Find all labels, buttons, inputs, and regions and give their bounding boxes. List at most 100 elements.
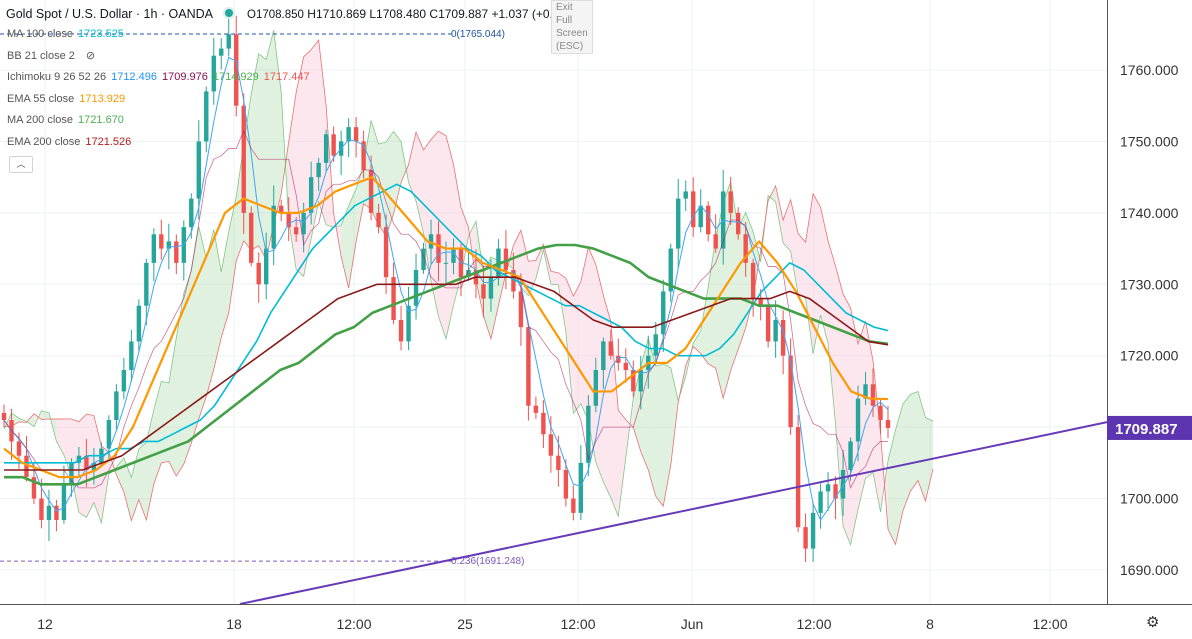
chart-grid [0,0,1107,604]
hidden-eye-icon[interactable]: ⊘ [82,49,96,62]
cloud-segment [708,238,716,369]
cloud-segment [258,53,267,260]
cloud-segment [565,278,574,414]
time-tick-label: Jun [681,616,704,632]
cloud-segment [341,206,349,289]
candle-body [346,127,351,142]
candle-body [638,370,643,392]
cloud-segment [790,199,799,295]
candle-body [391,277,396,320]
candle-body [533,405,539,413]
cloud-segment [550,271,559,285]
candle-body [443,262,449,264]
cloud-segment [153,381,162,484]
candle-body [189,198,194,228]
candle-body [69,462,74,485]
candle-body [301,212,306,235]
ohlc-high: H1710.869 [307,7,366,21]
cloud-segment [296,56,304,277]
cloud-segment [408,132,417,202]
candle-body [488,277,494,299]
time-tick-label: 12:00 [1032,616,1067,632]
indicator-row[interactable]: EMA 200 close 1721.526 [7,132,131,153]
candle-body [885,420,891,428]
price-tick-label: 1690.000 [1120,562,1179,578]
cloud-segment [475,221,484,316]
indicator-row[interactable]: MA 200 close 1721.670 [7,110,124,131]
cloud-segment [138,442,147,520]
cloud-segment [610,321,619,517]
candle-body [683,191,688,199]
candle-body [803,527,808,549]
collapse-legend-button[interactable]: ︿ [9,156,33,173]
candle-body [706,205,711,235]
price-tick-label: 1740.000 [1120,205,1179,221]
candle-body [316,162,321,178]
candle-body [136,305,142,342]
candle-body [84,455,89,470]
cloud-segment [161,381,169,463]
candle-body [601,341,606,370]
symbol-title[interactable]: Gold Spot / U.S. Dollar · 1h · OANDA [6,7,214,21]
last-price-label: 1709.887 [1115,421,1178,438]
candle-body [863,384,868,399]
price-tick-label: 1760.000 [1120,62,1179,78]
ichimoku-kijun-line [3,129,888,490]
indicator-value: 1721.526 [85,135,132,148]
cloud-segment [670,367,679,466]
candle-body [421,248,426,270]
exit-fullscreen-button[interactable]: Exit Full Screen (ESC) [551,0,593,54]
candle-body [1,412,7,420]
candle-body [571,498,576,513]
candle-body [466,270,471,278]
time-tick-label: 12 [37,616,53,632]
cloud-segment [26,413,34,427]
indicator-label: MA 100 close [7,28,74,40]
candle-body [855,398,861,442]
ichimoku-cloud [3,30,934,547]
time-axis: 12 18 12:00 25 12:00 Jun 12:00 8 12:00 [37,616,1068,632]
candle-body [413,270,419,306]
candle-body [735,212,741,235]
time-tick-label: 25 [457,616,473,632]
candle-body [129,341,134,370]
gear-icon[interactable]: ⚙ [1146,614,1160,631]
cloud-segment [41,410,49,420]
cloud-segment [813,193,821,354]
candle-body [541,412,546,435]
cloud-segment [393,131,402,214]
cloud-segment [56,418,64,456]
cloud-segment [700,286,709,364]
indicator-row[interactable]: EMA 55 close 1713.929 [7,89,125,110]
candle-body [728,191,733,213]
indicator-row[interactable]: MA 100 close 1723.525 [7,24,124,45]
candle-body [676,198,681,249]
cloud-segment [775,185,784,244]
candle-body [398,320,404,342]
cloud-segment [663,364,671,507]
candle-body [713,234,718,249]
candle-body [54,505,59,520]
candle-body [773,320,778,342]
candle-body [698,205,703,228]
candle-body [526,327,531,406]
candle-body [211,55,216,92]
cloud-segment [213,229,222,370]
candle-body [293,227,299,235]
cloud-segment [176,293,184,476]
candle-body [870,384,876,406]
candle-body [61,484,67,520]
indicator-row[interactable]: BB 21 close 2 ⊘ [7,46,95,67]
cloud-segment [266,30,274,260]
candle-body [286,212,291,228]
candle-body [556,455,561,470]
candle-body [204,91,209,142]
indicator-lines [3,56,889,521]
time-tick-label: 12:00 [560,616,595,632]
indicator-value: 1709.976 [161,71,208,83]
indicator-row[interactable]: Ichimoku 9 26 52 26 1712.496 1709.976 1714.… [7,67,310,88]
candle-body [278,205,284,213]
candle-body [825,484,831,492]
price-tick-label: 1700.000 [1120,491,1179,507]
